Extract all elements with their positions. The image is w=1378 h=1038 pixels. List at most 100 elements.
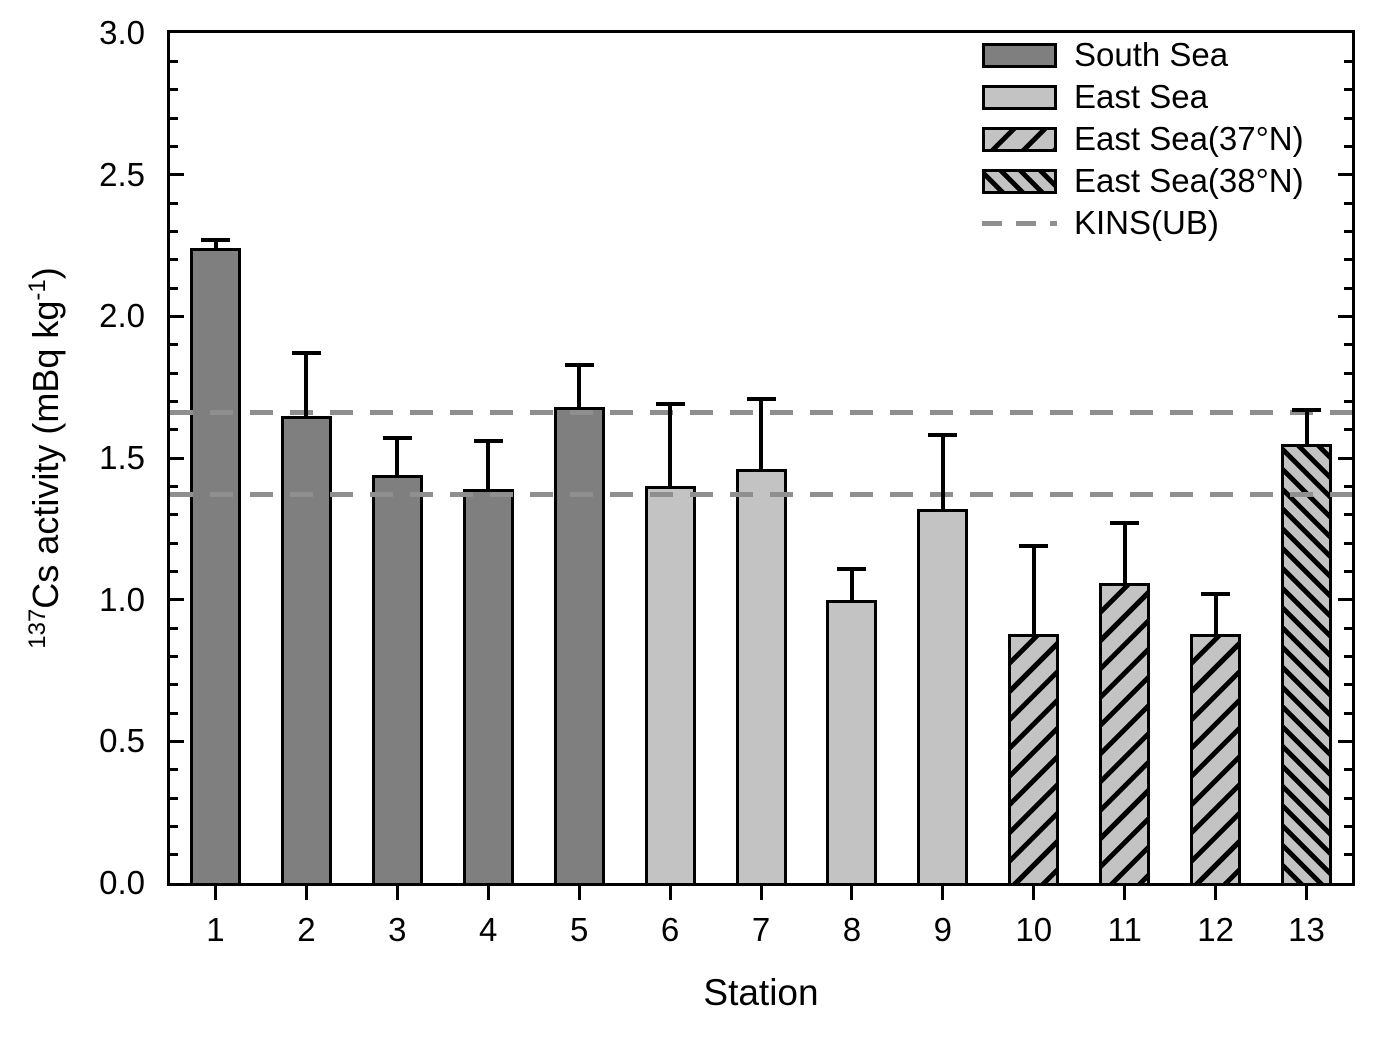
legend-row-east-sea-38n: East Sea(38°N)	[982, 162, 1304, 199]
bar-station-11	[1099, 582, 1151, 883]
x-tick-label: 1	[206, 911, 225, 948]
bar-station-4	[462, 489, 514, 883]
y-minor-tick	[170, 116, 178, 120]
y-tick-label: 3.0	[99, 14, 145, 51]
y-major-tick	[170, 314, 184, 318]
error-cap-station-6	[655, 402, 685, 407]
y-minor-tick	[170, 711, 178, 715]
error-cap-station-1	[201, 237, 230, 242]
y-minor-tick-right	[1344, 768, 1352, 772]
x-tick-label: 12	[1197, 911, 1234, 948]
error-cap-station-8	[837, 566, 867, 571]
legend-label-east-sea: East Sea	[1074, 78, 1208, 115]
y-minor-tick	[170, 683, 178, 687]
x-tick-label: 3	[388, 911, 407, 948]
y-minor-tick	[170, 768, 178, 772]
y-tick-label: 1.0	[99, 580, 145, 618]
x-tick-label: 4	[479, 911, 498, 948]
y-major-tick-right	[1338, 598, 1352, 602]
y-axis-title: 137Cs activity (mBq kg-1)	[12, 158, 66, 758]
y-minor-tick	[170, 144, 178, 148]
error-bar-station-4	[486, 441, 491, 492]
y-minor-tick-right	[1344, 144, 1352, 148]
legend-swatch-east-sea-38n	[982, 168, 1057, 194]
y-minor-tick	[170, 286, 178, 290]
legend-swatch-south-sea	[982, 42, 1057, 68]
legend-row-east-sea-37n: East Sea(37°N)	[982, 120, 1304, 157]
bar-station-10	[1008, 633, 1060, 883]
bar-station-5	[553, 407, 605, 883]
error-bar-station-3	[395, 438, 400, 477]
bar-station-7	[735, 469, 787, 883]
y-major-tick-right	[1338, 314, 1352, 318]
y-minor-tick-right	[1344, 399, 1352, 403]
legend-row-south-sea: South Sea	[982, 36, 1304, 73]
y-minor-tick	[170, 513, 178, 517]
x-tick	[577, 886, 581, 900]
error-cap-station-11	[1110, 521, 1140, 526]
legend-dash-swatch-kins-ub	[982, 220, 1057, 226]
error-bar-station-10	[1031, 545, 1036, 636]
x-axis-title: Station	[703, 972, 819, 1013]
bar-station-8	[826, 599, 878, 883]
error-cap-station-5	[564, 362, 594, 367]
error-bar-station-11	[1122, 523, 1127, 585]
error-bar-station-12	[1213, 594, 1218, 636]
legend-swatch-east-sea-37n	[982, 126, 1057, 152]
y-major-tick-right	[1338, 739, 1352, 743]
error-bar-station-9	[940, 435, 945, 511]
x-tick-label: 7	[751, 911, 771, 948]
kins-ub-reference-line	[170, 492, 1352, 498]
x-tick	[213, 886, 217, 900]
x-tick	[1123, 886, 1127, 900]
error-cap-station-7	[746, 396, 776, 401]
error-cap-station-2	[291, 351, 321, 356]
y-minor-tick-right	[1344, 258, 1352, 262]
legend-swatch-east-sea	[982, 84, 1057, 110]
y-major-tick-right	[1338, 456, 1352, 460]
y-axis-title-close: )	[25, 267, 66, 280]
y-minor-tick	[170, 229, 178, 233]
y-minor-tick-right	[1344, 626, 1352, 630]
error-bar-station-1	[213, 239, 218, 251]
y-tick-label: 2.0	[99, 297, 145, 335]
x-tick-label: 9	[933, 911, 953, 948]
y-minor-tick-right	[1344, 59, 1352, 63]
y-minor-tick-right	[1344, 853, 1352, 857]
legend-label-kins-ub: KINS(UB)	[1074, 204, 1219, 241]
y-minor-tick-right	[1344, 371, 1352, 375]
x-tick-label: 8	[842, 911, 862, 948]
y-minor-tick	[170, 626, 178, 630]
x-tick-label: 6	[660, 911, 680, 948]
x-tick-label: 13	[1288, 911, 1325, 948]
y-major-tick	[170, 739, 184, 743]
bar-station-12	[1190, 633, 1242, 883]
error-cap-station-4	[473, 439, 503, 443]
y-minor-tick	[170, 399, 178, 403]
y-minor-tick	[170, 88, 178, 92]
x-tick-label: 2	[297, 911, 316, 948]
y-minor-tick	[170, 824, 178, 828]
y-minor-tick-right	[1344, 711, 1352, 715]
x-tick	[941, 886, 945, 900]
y-minor-tick-right	[1344, 428, 1352, 432]
x-tick	[486, 886, 490, 900]
legend-row-east-sea: East Sea	[982, 78, 1304, 115]
x-tick	[1032, 886, 1036, 900]
y-minor-tick-right	[1344, 683, 1352, 687]
y-minor-tick	[170, 258, 178, 262]
x-tick	[668, 886, 672, 900]
y-minor-tick-right	[1344, 343, 1352, 347]
y-major-tick	[170, 173, 184, 177]
error-bar-station-6	[668, 404, 673, 489]
bar-station-1	[190, 248, 241, 883]
bar-station-9	[917, 509, 969, 883]
y-minor-tick	[170, 201, 178, 205]
y-minor-tick	[170, 59, 178, 63]
y-minor-tick-right	[1344, 88, 1352, 92]
x-tick	[850, 886, 854, 900]
legend-label-east-sea-37n: East Sea(37°N)	[1074, 120, 1304, 157]
legend-label-south-sea: South Sea	[1074, 36, 1229, 73]
y-minor-tick	[170, 541, 178, 545]
y-axis-title-superscript: 137	[24, 608, 51, 649]
